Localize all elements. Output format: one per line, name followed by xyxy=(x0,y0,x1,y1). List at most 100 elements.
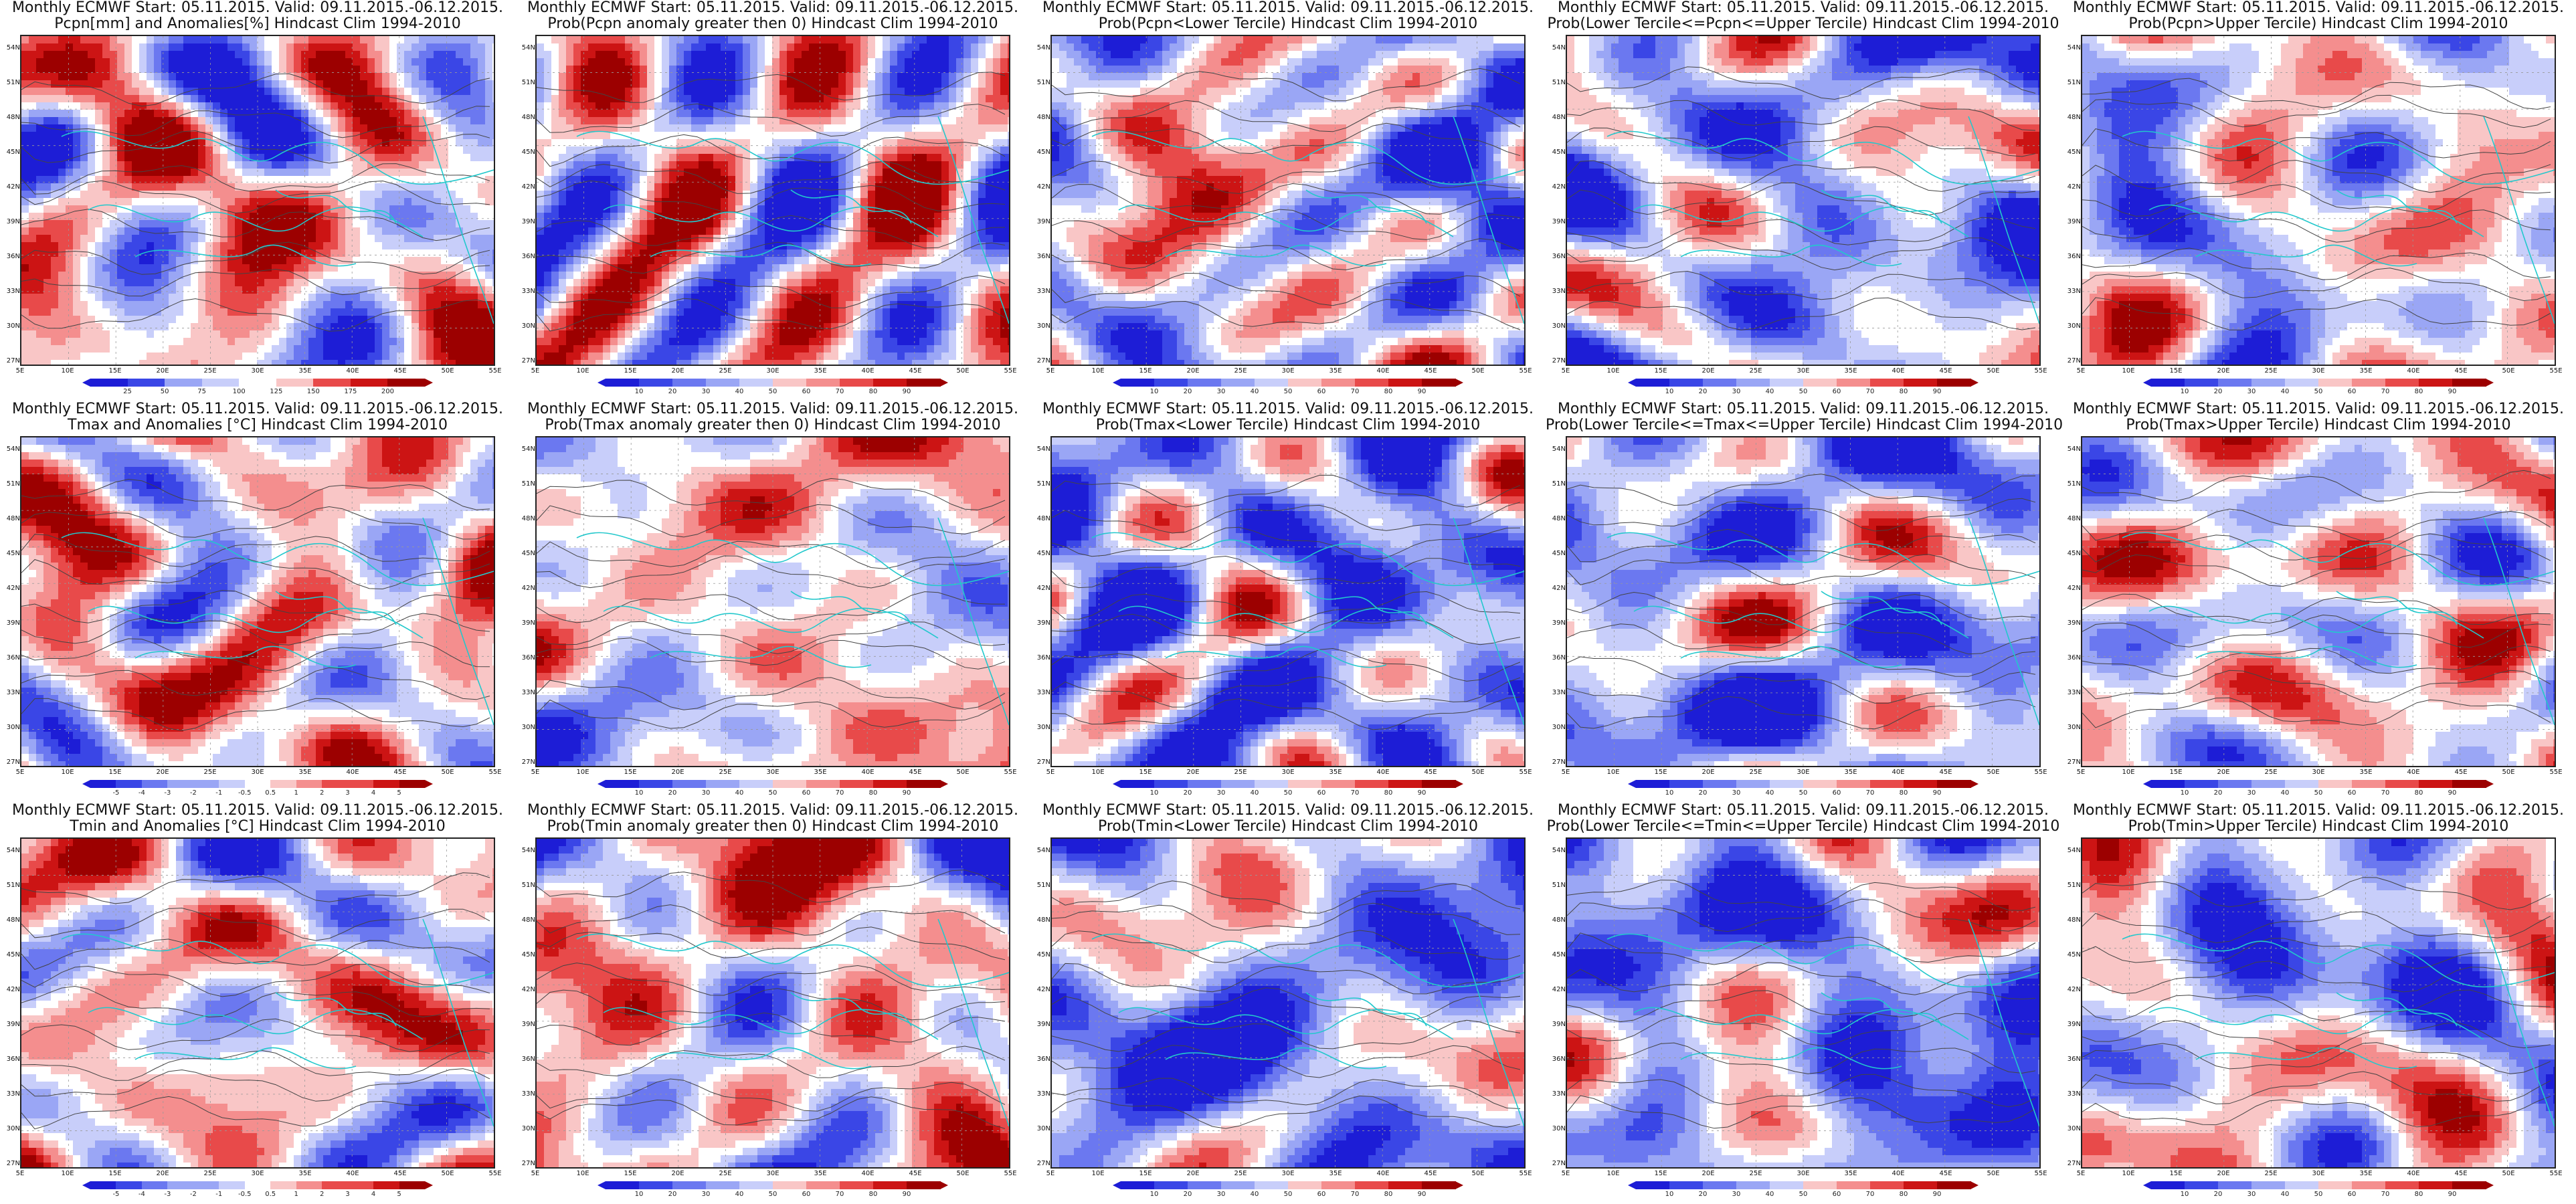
colorbar-segment xyxy=(1355,379,1389,387)
colorbar-tick-label: 30 xyxy=(1723,1191,1750,1198)
colorbar-arrow-right xyxy=(940,780,948,788)
colorbar-tick-label: 40 xyxy=(2272,789,2298,797)
colorbar-tick-label: 70 xyxy=(1342,388,1368,395)
colorbar-segment xyxy=(806,1181,840,1189)
panel-title-line1: Monthly ECMWF Start: 05.11.2015. Valid: … xyxy=(2061,401,2576,417)
latitude-tick-label: 48N xyxy=(1,515,20,522)
colorbar-tick-label: -4 xyxy=(128,789,155,797)
latitude-tick-label: 51N xyxy=(1,79,20,86)
colorbar-arrow-right xyxy=(2486,780,2494,788)
map-plot xyxy=(20,35,495,366)
colorbar-tick-label: 80 xyxy=(1890,388,1917,395)
colorbar-tick-label: 80 xyxy=(860,388,887,395)
colorbar-segment xyxy=(244,1181,271,1189)
longitude-tick-label: 45E xyxy=(1417,1170,1444,1177)
colorbar-tick-label: 30 xyxy=(1208,388,1234,395)
map-field-svg xyxy=(537,36,1009,365)
map-field-svg xyxy=(2082,437,2555,766)
colorbar-segment xyxy=(2151,780,2185,788)
colorbar-tick-label: 10 xyxy=(1141,789,1168,797)
colorbar-tick-label: 50 xyxy=(1275,1191,1301,1198)
longitude-tick-label: 45E xyxy=(387,1170,413,1177)
colorbar-tick-label: 10 xyxy=(626,388,652,395)
longitude-tick-label: 50E xyxy=(1980,1170,2007,1177)
latitude-tick-label: 39N xyxy=(1547,218,1566,225)
longitude-tick-label: 35E xyxy=(1322,1170,1349,1177)
colorbar-arrow-left xyxy=(1628,780,1636,788)
panel-title-line2: Prob(Tmin anomaly greater then 0) Hindca… xyxy=(515,819,1030,835)
colorbar-segment xyxy=(2285,379,2319,387)
longitude-tick-label: 15E xyxy=(617,1170,644,1177)
longitude-tick-label: 45E xyxy=(902,367,929,375)
longitude-tick-label: 55E xyxy=(482,1170,509,1177)
colorbar-segment xyxy=(399,780,426,788)
map-plot xyxy=(2081,35,2556,366)
latitude-tick-label: 51N xyxy=(1032,480,1050,488)
longitude-tick-label: 45E xyxy=(2448,367,2474,375)
map-panel: Monthly ECMWF Start: 05.11.2015. Valid: … xyxy=(2061,401,2576,803)
colorbar-segment xyxy=(1121,1181,1155,1189)
colorbar-segment xyxy=(672,1181,707,1189)
longitude-tick-label: 10E xyxy=(569,367,596,375)
map-panel: Monthly ECMWF Start: 05.11.2015. Valid: … xyxy=(2061,0,2576,401)
latitude-tick-label: 30N xyxy=(1547,1125,1566,1132)
colorbar-tick-label: 80 xyxy=(2405,789,2432,797)
colorbar-tick-label: 50 xyxy=(2305,388,2332,395)
panel-title-line2: Prob(Tmax anomaly greater then 0) Hindca… xyxy=(515,417,1030,433)
longitude-tick-label: 15E xyxy=(2163,367,2189,375)
latitude-tick-label: 54N xyxy=(1032,847,1050,854)
colorbar-segment xyxy=(739,780,773,788)
longitude-tick-label: 10E xyxy=(1600,1170,1627,1177)
colorbar-tick-label: 70 xyxy=(2372,1191,2399,1198)
colorbar-segment xyxy=(1770,780,1804,788)
latitude-tick-label: 27N xyxy=(517,1160,535,1167)
colorbar-segment xyxy=(606,1181,640,1189)
longitude-tick-label: 35E xyxy=(1322,367,1349,375)
colorbar-segment xyxy=(1355,780,1389,788)
colorbar-tick-label: 40 xyxy=(1756,1191,1783,1198)
panel-title: Monthly ECMWF Start: 05.11.2015. Valid: … xyxy=(1546,803,2061,835)
latitude-tick-label: 33N xyxy=(1032,689,1050,696)
longitude-tick-label: 25E xyxy=(712,367,739,375)
colorbar-tick-label: 40 xyxy=(1756,789,1783,797)
colorbar xyxy=(2143,1181,2494,1189)
map-plot xyxy=(1050,436,1526,767)
colorbar-tick-label: 70 xyxy=(826,388,853,395)
longitude-tick-label: 20E xyxy=(2210,1170,2237,1177)
latitude-tick-label: 33N xyxy=(1547,1090,1566,1098)
longitude-tick-label: 25E xyxy=(1227,769,1254,776)
colorbar-tick-label: 80 xyxy=(1375,789,1402,797)
longitude-tick-label: 15E xyxy=(1647,1170,1674,1177)
longitude-tick-label: 40E xyxy=(1370,1170,1396,1177)
latitude-tick-label: 30N xyxy=(1547,724,1566,731)
colorbar-tick-label: 80 xyxy=(1890,789,1917,797)
latitude-tick-label: 42N xyxy=(517,986,535,993)
colorbar-segment xyxy=(2352,780,2386,788)
longitude-tick-label: 5E xyxy=(1037,769,1064,776)
longitude-tick-label: 5E xyxy=(1037,367,1064,375)
longitude-tick-label: 55E xyxy=(1512,769,1539,776)
latitude-tick-label: 33N xyxy=(2062,288,2081,295)
colorbar-segment xyxy=(672,379,707,387)
colorbar-segment xyxy=(806,379,840,387)
colorbar-tick-label: 70 xyxy=(1342,1191,1368,1198)
colorbar-arrow-right xyxy=(1455,1181,1463,1189)
latitude-tick-label: 33N xyxy=(1032,1090,1050,1098)
colorbar-tick-label: 50 xyxy=(1790,1191,1817,1198)
longitude-tick-label: 30E xyxy=(244,367,271,375)
colorbar-segment xyxy=(873,1181,907,1189)
map-field-svg xyxy=(537,437,1009,766)
colorbar-tick-label: 200 xyxy=(374,388,401,395)
colorbar-tick-label: 30 xyxy=(693,388,719,395)
map-plot xyxy=(2081,837,2556,1169)
colorbar-tick-label: 80 xyxy=(860,789,887,797)
panel-title: Monthly ECMWF Start: 05.11.2015. Valid: … xyxy=(1030,803,1546,835)
latitude-tick-label: 39N xyxy=(517,1021,535,1028)
latitude-tick-label: 42N xyxy=(2062,585,2081,592)
colorbar-segment xyxy=(2151,1181,2185,1189)
latitude-tick-label: 42N xyxy=(1547,585,1566,592)
longitude-tick-label: 30E xyxy=(1275,1170,1301,1177)
colorbar-segment xyxy=(347,1181,374,1189)
panel-title-line1: Monthly ECMWF Start: 05.11.2015. Valid: … xyxy=(2061,0,2576,16)
